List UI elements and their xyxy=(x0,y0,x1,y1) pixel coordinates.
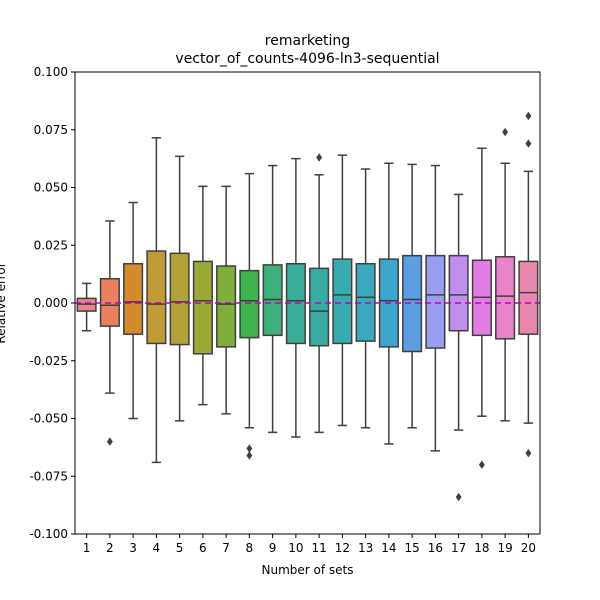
y-tick-label: 0.025 xyxy=(34,238,68,252)
box-body xyxy=(192,260,213,355)
x-tick-label: 13 xyxy=(358,541,373,555)
box-2 xyxy=(99,220,120,446)
box-20 xyxy=(518,111,539,458)
outlier-marker xyxy=(478,460,485,469)
x-tick-label: 8 xyxy=(246,541,254,555)
x-tick-label: 16 xyxy=(428,541,443,555)
outlier-marker xyxy=(316,153,323,162)
chart-title-line-1: remarketing xyxy=(265,33,350,49)
box-1 xyxy=(76,282,97,332)
x-tick-label: 15 xyxy=(404,541,419,555)
outlier-marker xyxy=(106,437,113,446)
box-17 xyxy=(448,193,469,502)
x-tick-label: 5 xyxy=(176,541,184,555)
y-tick-label: -0.050 xyxy=(29,412,68,426)
plot-frame xyxy=(74,71,541,535)
outlier-marker xyxy=(246,444,253,453)
y-axis-label: Relative error xyxy=(0,262,8,343)
chart-title-line-2: vector_of_counts-4096-ln3-sequential xyxy=(175,51,439,67)
outlier-marker xyxy=(525,111,532,121)
plot-area: -0.100 -0.075 -0.050 -0.025 0.000 0.025 0.050 0… xyxy=(29,65,541,555)
y-tick-label: -0.025 xyxy=(29,354,68,368)
x-tick-label: 19 xyxy=(497,541,512,555)
x-axis-label: Number of sets xyxy=(262,563,354,577)
box-3 xyxy=(123,201,144,420)
box-4 xyxy=(146,137,167,464)
x-tick-label: 2 xyxy=(106,541,114,555)
box-6 xyxy=(192,185,213,406)
x-tick-label: 14 xyxy=(381,541,396,555)
box-5 xyxy=(169,155,190,422)
x-tick-label: 7 xyxy=(222,541,230,555)
y-tick-label: -0.075 xyxy=(29,469,68,483)
x-tick-label: 11 xyxy=(311,541,326,555)
box-body xyxy=(402,254,423,353)
box-body xyxy=(495,256,516,340)
box-18 xyxy=(471,147,492,469)
x-tick-label: 4 xyxy=(153,541,161,555)
box-16 xyxy=(425,164,446,452)
box-body xyxy=(123,262,144,335)
x-tick-label: 20 xyxy=(521,541,536,555)
box-9 xyxy=(262,164,283,434)
outlier-marker xyxy=(525,139,532,148)
box-10 xyxy=(285,157,306,438)
y-tick-label: 0.075 xyxy=(34,123,68,137)
x-tick-label: 10 xyxy=(288,541,303,555)
x-tick-label: 12 xyxy=(335,541,350,555)
box-12 xyxy=(332,154,353,427)
box-body xyxy=(216,265,237,348)
x-tick-label: 17 xyxy=(451,541,466,555)
box-15 xyxy=(402,163,423,429)
y-tick-label: 0.000 xyxy=(34,296,68,310)
box-body xyxy=(239,269,260,339)
x-tick-label: 18 xyxy=(474,541,489,555)
box-body xyxy=(332,258,353,345)
outlier-marker xyxy=(525,448,532,458)
y-tick-label: -0.100 xyxy=(29,527,68,541)
x-tick-label: 3 xyxy=(129,541,137,555)
x-tick-label: 9 xyxy=(269,541,277,555)
outlier-marker xyxy=(502,127,509,137)
box-body xyxy=(146,250,167,345)
box-8 xyxy=(239,172,260,460)
box-13 xyxy=(355,168,376,429)
box-body xyxy=(309,267,330,347)
x-tick-label: 6 xyxy=(199,541,207,555)
box-body xyxy=(425,254,446,349)
y-tick-label: 0.050 xyxy=(34,181,68,195)
box-11 xyxy=(309,153,330,434)
outlier-marker xyxy=(455,492,462,502)
box-body xyxy=(518,260,539,335)
box-19 xyxy=(495,127,516,422)
x-tick-label: 1 xyxy=(83,541,91,555)
outlier-marker xyxy=(246,451,253,460)
y-tick-label: 0.100 xyxy=(34,65,68,79)
box-body xyxy=(169,252,190,346)
box-7 xyxy=(216,185,237,415)
box-body xyxy=(448,254,469,332)
